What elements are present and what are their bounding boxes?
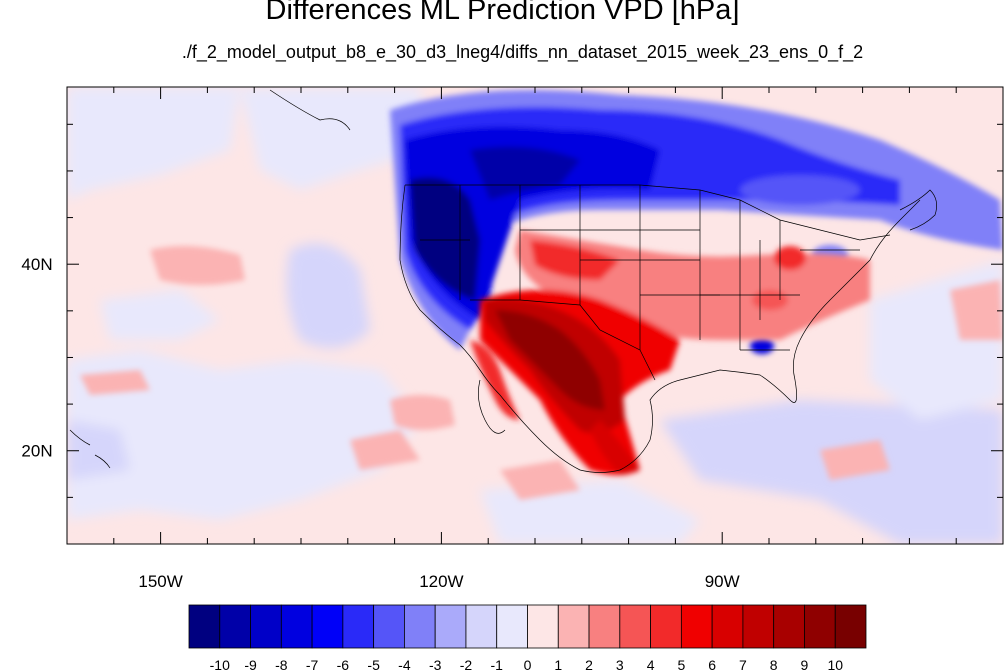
coastline-and-borders: [69, 89, 937, 473]
colorbar-swatch: [188, 604, 221, 649]
colorbar: [188, 604, 867, 649]
colorbar-swatch: [373, 604, 405, 649]
colorbar-swatch: [496, 604, 528, 649]
colorbar-label: -6: [337, 657, 350, 672]
colorbar-label: -5: [367, 657, 380, 672]
colorbar-label: -2: [460, 657, 473, 672]
lat-tick-label: 20N: [21, 442, 52, 461]
map-subtitle: ./f_2_model_output_b8_e_30_d3_lneg4/diff…: [181, 42, 864, 62]
colorbar-swatch: [404, 604, 436, 649]
colorbar-swatch: [465, 604, 498, 649]
colorbar-swatch: [834, 604, 867, 649]
colorbar-label: -4: [398, 657, 411, 672]
colorbar-labels: -10 -9 -8 -7 -6 -5 -4 -3 -2 -1 0 1 2 3 4 5 6 7 8 9 10: [210, 657, 844, 672]
colorbar-label: 3: [616, 657, 624, 672]
lon-tick-label: 150W: [138, 572, 182, 591]
colorbar-swatch: [711, 604, 744, 649]
colorbar-swatch: [280, 604, 313, 649]
colorbar-label: -10: [210, 657, 230, 672]
colorbar-label: 4: [647, 657, 655, 672]
map-plot-area: [67, 87, 1003, 544]
colorbar-swatch: [773, 604, 805, 649]
colorbar-swatch: [311, 604, 344, 649]
colorbar-label: -9: [244, 657, 257, 672]
colorbar-swatch: [527, 604, 559, 649]
lon-tick-label: 90W: [705, 572, 740, 591]
colorbar-label: -8: [275, 657, 288, 672]
colorbar-swatch: [804, 604, 836, 649]
colorbar-label: -1: [491, 657, 504, 672]
colorbar-label: 0: [524, 657, 532, 672]
positive-anomaly-region: [470, 230, 870, 475]
colorbar-swatch: [588, 604, 621, 649]
colorbar-swatch: [250, 604, 282, 649]
lon-tick-label: 120W: [419, 572, 463, 591]
map-title: Differences ML Prediction VPD [hPa]: [265, 0, 740, 26]
pink-patches: [80, 88, 1003, 500]
colorbar-label: -7: [306, 657, 319, 672]
colorbar-label: 9: [801, 657, 809, 672]
axis-labels: 150W 120W 90W 40N 20N: [21, 255, 739, 591]
colorbar-label: 1: [554, 657, 562, 672]
colorbar-swatch: [557, 604, 590, 649]
negative-anomaly-region: [390, 90, 1003, 354]
colorbar-label: 5: [677, 657, 685, 672]
colorbar-swatch: [434, 604, 467, 649]
colorbar-label: 7: [739, 657, 747, 672]
colorbar-label: 6: [708, 657, 716, 672]
colorbar-label: 2: [585, 657, 593, 672]
colorbar-label: 10: [827, 657, 843, 672]
colorbar-swatch: [619, 604, 651, 649]
colorbar-swatch: [650, 604, 682, 649]
colorbar-swatch: [342, 604, 375, 649]
colorbar-swatch: [742, 604, 775, 649]
axis-ticks: [67, 87, 1003, 544]
colorbar-label: 8: [770, 657, 778, 672]
colorbar-swatch: [680, 604, 713, 649]
colorbar-swatch: [219, 604, 251, 649]
colorbar-label: -3: [429, 657, 442, 672]
lat-tick-label: 40N: [21, 255, 52, 274]
